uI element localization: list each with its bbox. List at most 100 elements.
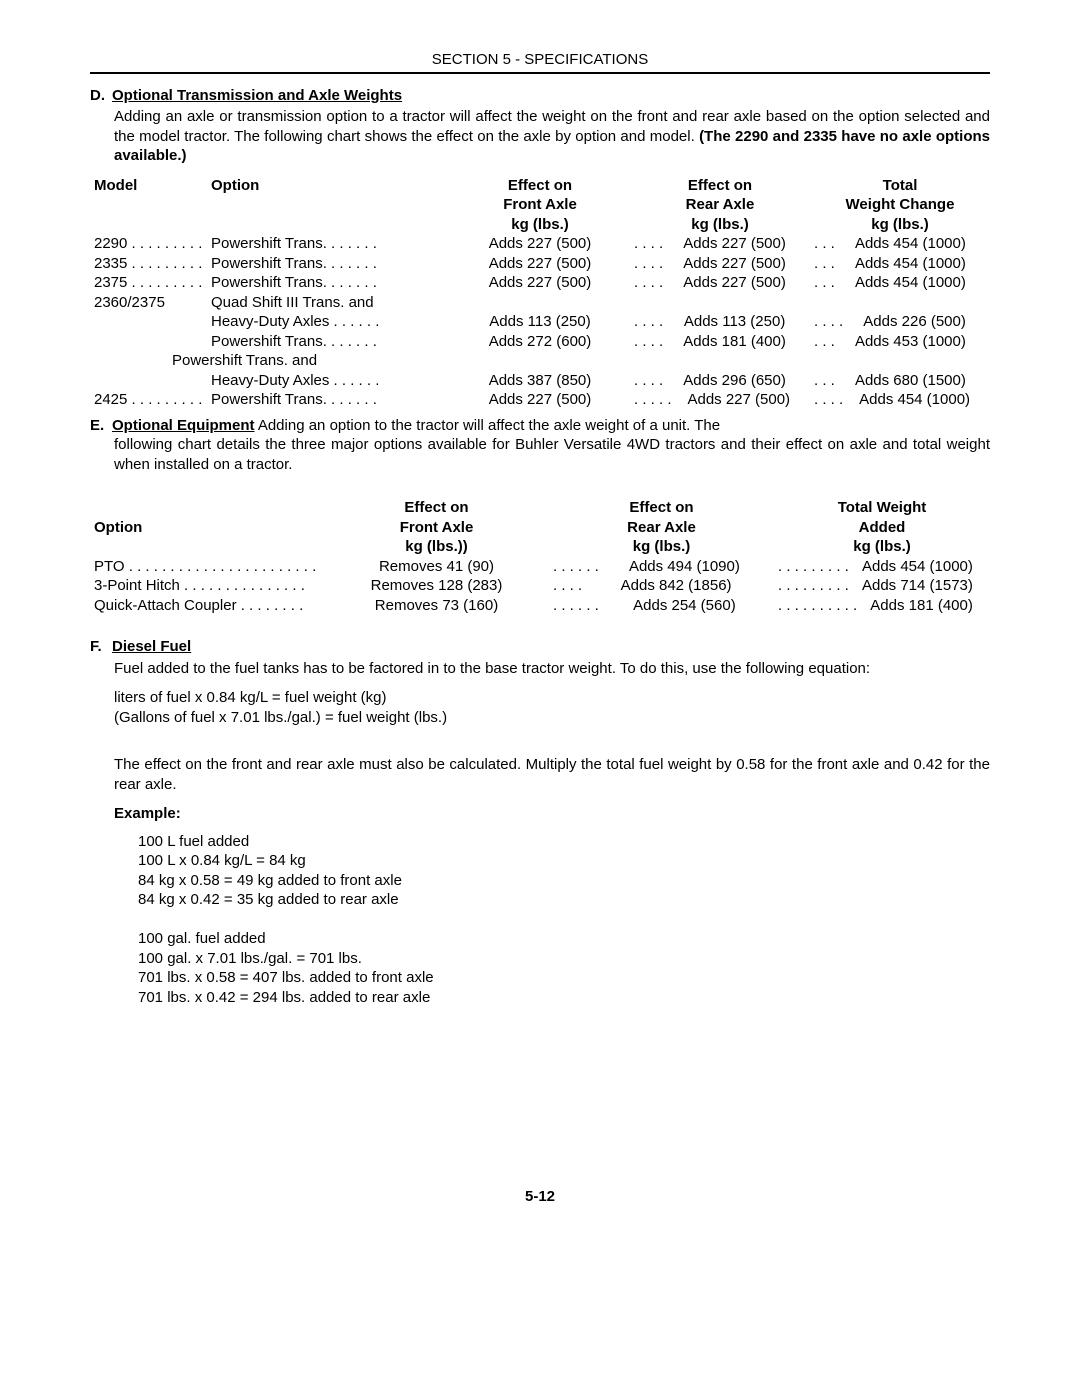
- cell-front: Adds 113 (250): [450, 312, 630, 332]
- cell-total: . . . . . . . . .Adds 454 (1000): [774, 557, 990, 577]
- section-d-letter: D.: [90, 86, 112, 106]
- cell-rear: . . . .Adds 227 (500): [630, 273, 810, 293]
- table-row: PTO . . . . . . . . . . . . . . . . . . …: [90, 557, 990, 577]
- table-row: Quick-Attach Coupler . . . . . . . .Remo…: [90, 596, 990, 616]
- section-f-para1: Fuel added to the fuel tanks has to be f…: [114, 659, 990, 679]
- example-line: 84 kg x 0.58 = 49 kg added to front axle: [138, 871, 990, 891]
- cell-front: Removes 73 (160): [324, 596, 549, 616]
- cell-total: [810, 293, 990, 313]
- cell-rear: . . . .Adds 227 (500): [630, 254, 810, 274]
- cell-model: 2290 . . . . . . . . .: [90, 234, 207, 254]
- example-line: 84 kg x 0.42 = 35 kg added to rear axle: [138, 890, 990, 910]
- cell-total: [810, 351, 990, 371]
- cell-model: 2335 . . . . . . . . .: [90, 254, 207, 274]
- eq2: (Gallons of fuel x 7.01 lbs./gal.) = fue…: [114, 708, 990, 728]
- cell-option: Heavy-Duty Axles . . . . . .: [207, 371, 450, 391]
- cell-option: Powershift Trans. and: [172, 351, 415, 371]
- trans-axle-table: Model Option Effect on Front Axle kg (lb…: [90, 176, 990, 410]
- th-option: Option: [207, 176, 450, 235]
- cell-model: 2375 . . . . . . . . .: [90, 273, 207, 293]
- section-f-heading: F.Diesel Fuel: [90, 637, 990, 657]
- cell-option: Quad Shift III Trans. and: [207, 293, 450, 313]
- cell-rear: . . . .Adds 296 (650): [630, 371, 810, 391]
- cell-model: 2425 . . . . . . . . .: [90, 390, 207, 410]
- example-line: 100 gal. fuel added: [138, 929, 990, 949]
- section-e-inline: Adding an option to the tractor will aff…: [255, 417, 721, 434]
- cell-rear: . . . . . .Adds 254 (560): [549, 596, 774, 616]
- table-row: 2375 . . . . . . . . .Powershift Trans. …: [90, 273, 990, 293]
- th-model: Model: [90, 176, 207, 235]
- cell-rear: [630, 293, 810, 313]
- cell-total: . . .Adds 454 (1000): [810, 254, 990, 274]
- table-row: 2425 . . . . . . . . .Powershift Trans. …: [90, 390, 990, 410]
- table-row: Heavy-Duty Axles . . . . . .Adds 387 (85…: [90, 371, 990, 391]
- section-e-heading-line: E.Optional Equipment Adding an option to…: [90, 416, 990, 436]
- cell-total: . . . .Adds 226 (500): [810, 312, 990, 332]
- example-line: 701 lbs. x 0.42 = 294 lbs. added to rear…: [138, 988, 990, 1008]
- section-f-para2: The effect on the front and rear axle mu…: [114, 755, 990, 794]
- cell-front: Adds 227 (500): [450, 254, 630, 274]
- section-e-para2: following chart details the three major …: [114, 435, 990, 474]
- cell-total: . . . . . . . . . .Adds 181 (400): [774, 596, 990, 616]
- th-e-rear: Effect on Rear Axle kg (lbs.): [549, 498, 774, 557]
- table-row: Heavy-Duty Axles . . . . . .Adds 113 (25…: [90, 312, 990, 332]
- table-row: 2290 . . . . . . . . .Powershift Trans. …: [90, 234, 990, 254]
- eq1: liters of fuel x 0.84 kg/L = fuel weight…: [114, 688, 990, 708]
- example-label: Example:: [114, 804, 990, 824]
- cell-front: Adds 227 (500): [450, 234, 630, 254]
- cell-option: Powershift Trans. . . . . . .: [207, 273, 450, 293]
- th-e-option: Option: [90, 498, 324, 557]
- cell-model: [90, 332, 207, 352]
- section-d-title: Optional Transmission and Axle Weights: [112, 87, 402, 104]
- th-e-total: Total Weight Added kg (lbs.): [774, 498, 990, 557]
- cell-rear: . . . . . .Adds 494 (1090): [549, 557, 774, 577]
- cell-front: [450, 293, 630, 313]
- cell-option: 3-Point Hitch . . . . . . . . . . . . . …: [90, 576, 324, 596]
- table-row: 2335 . . . . . . . . .Powershift Trans. …: [90, 254, 990, 274]
- cell-total: . . .Adds 453 (1000): [810, 332, 990, 352]
- table-row: Powershift Trans. . . . . . .Adds 272 (6…: [90, 332, 990, 352]
- example-line: [138, 910, 990, 930]
- section-f-letter: F.: [90, 637, 112, 657]
- cell-model: [90, 371, 207, 391]
- cell-option: PTO . . . . . . . . . . . . . . . . . . …: [90, 557, 324, 577]
- table-row: 2360/2375Quad Shift III Trans. and: [90, 293, 990, 313]
- th-e-front: Effect on Front Axle kg (lbs.)): [324, 498, 549, 557]
- cell-option: Powershift Trans. . . . . . .: [207, 254, 450, 274]
- section-e-letter: E.: [90, 416, 112, 436]
- cell-rear: . . . . .Adds 227 (500): [630, 390, 810, 410]
- section-f-title: Diesel Fuel: [112, 638, 191, 655]
- cell-front: Removes 41 (90): [324, 557, 549, 577]
- example-lines: 100 L fuel added100 L x 0.84 kg/L = 84 k…: [138, 832, 990, 1008]
- example-line: 100 L fuel added: [138, 832, 990, 852]
- cell-front: Adds 272 (600): [450, 332, 630, 352]
- section-e-title: Optional Equipment: [112, 417, 255, 434]
- example-line: 100 gal. x 7.01 lbs./gal. = 701 lbs.: [138, 949, 990, 969]
- cell-rear: . . . .Adds 227 (500): [630, 234, 810, 254]
- section-d-para: Adding an axle or transmission option to…: [114, 107, 990, 166]
- cell-rear: [630, 351, 810, 371]
- section-d-heading: D.Optional Transmission and Axle Weights: [90, 86, 990, 106]
- cell-front: Removes 128 (283): [324, 576, 549, 596]
- cell-total: . . . . . . . . .Adds 714 (1573): [774, 576, 990, 596]
- cell-option: Heavy-Duty Axles . . . . . .: [207, 312, 450, 332]
- cell-option: Powershift Trans. . . . . . .: [207, 390, 450, 410]
- table-row: 3-Point Hitch . . . . . . . . . . . . . …: [90, 576, 990, 596]
- cell-rear: . . . .Adds 181 (400): [630, 332, 810, 352]
- th-total: Total Weight Change kg (lbs.): [810, 176, 990, 235]
- equipment-table: Option Effect on Front Axle kg (lbs.)) E…: [90, 498, 990, 615]
- cell-front: Adds 227 (500): [450, 273, 630, 293]
- cell-option: Powershift Trans. . . . . . .: [207, 332, 450, 352]
- table-row: Powershift Trans. and: [90, 351, 990, 371]
- cell-front: Adds 387 (850): [450, 371, 630, 391]
- cell-rear: . . . .Adds 113 (250): [630, 312, 810, 332]
- example-line: 701 lbs. x 0.58 = 407 lbs. added to fron…: [138, 968, 990, 988]
- cell-total: . . .Adds 680 (1500): [810, 371, 990, 391]
- cell-front: Adds 227 (500): [450, 390, 630, 410]
- cell-rear: . . . .Adds 842 (1856): [549, 576, 774, 596]
- th-rear: Effect on Rear Axle kg (lbs.): [630, 176, 810, 235]
- page-number: 5-12: [90, 1187, 990, 1207]
- example-line: 100 L x 0.84 kg/L = 84 kg: [138, 851, 990, 871]
- cell-total: . . .Adds 454 (1000): [810, 273, 990, 293]
- cell-option: Powershift Trans. . . . . . .: [207, 234, 450, 254]
